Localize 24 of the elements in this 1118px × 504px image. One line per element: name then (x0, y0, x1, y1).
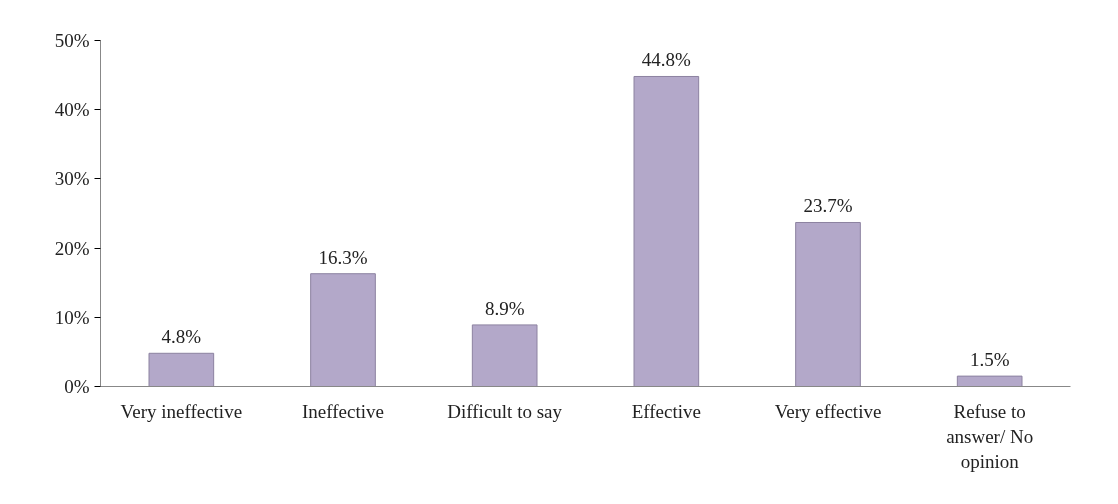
x-tick-label: Very ineffective (120, 400, 243, 422)
data-label: 4.8% (161, 326, 202, 348)
y-tick-label: 0% (64, 376, 90, 397)
bar (633, 75, 700, 387)
x-tick-label: Effective (631, 400, 701, 422)
x-tick-label: Difficult to say (447, 400, 563, 422)
data-label: 44.8% (641, 49, 692, 71)
data-label: 16.3% (318, 246, 368, 268)
x-tick-label: Refuse to answer/ No opinion (946, 400, 1034, 472)
bar (471, 324, 538, 387)
bar (956, 375, 1023, 387)
x-tick-label: Ineffective (302, 400, 384, 422)
data-label: 1.5% (969, 349, 1010, 371)
y-tick-label: 20% (54, 237, 90, 259)
data-label: 23.7% (803, 195, 853, 217)
data-label: 8.9% (484, 297, 525, 319)
y-tick-label: 50% (54, 30, 90, 51)
bar (310, 273, 376, 387)
bar (148, 352, 215, 387)
y-tick-label: 30% (54, 168, 90, 190)
x-tick-label: Very effective (774, 400, 882, 422)
y-tick-label: 40% (54, 99, 90, 121)
bar (795, 222, 861, 387)
y-tick-label: 10% (54, 306, 90, 328)
